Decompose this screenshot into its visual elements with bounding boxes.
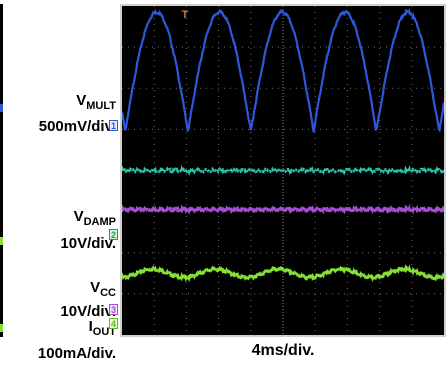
vmult-name: V [76,92,87,109]
vcc-name: V [90,279,101,296]
vdamp-label: VDAMP [74,208,116,231]
trace-ch4 [122,164,444,176]
trace-ch1 [122,7,444,133]
vcc-label: VCC [90,279,116,302]
trigger-marker: T [181,9,189,21]
vdamp-name: V [73,208,84,225]
left-edge-ch2-mark [0,237,3,245]
iout-name: I [88,318,93,335]
vcc-scale: 10V/div. [60,303,116,320]
iout-label: IOUT [89,318,116,341]
vcc-sub: CC [100,287,116,299]
ch3-marker: 3 [109,304,118,315]
oscilloscope-screen [120,4,446,337]
trace-ch3 [122,264,444,283]
iout-sub: OUT [92,326,116,338]
left-edge-strip [0,4,3,337]
trace-ch2 [122,203,444,215]
traces [122,7,444,283]
left-edge-ch1-mark [0,104,3,112]
vmult-label: VMULT [76,92,116,115]
ch4-marker: 4 [109,318,118,329]
vdamp-scale: 10V/div. [60,235,116,252]
vdamp-sub: DAMP [83,216,116,228]
ch1-marker: 1 [109,120,118,131]
graticule [122,6,444,335]
left-edge-ch4-mark [0,324,3,332]
ch2-marker: 2 [109,229,118,240]
vmult-sub: MULT [86,100,116,112]
vmult-scale: 500mV/div. [38,118,116,135]
timebase-label: 4ms/div. [251,342,315,359]
waveform-plot [122,6,444,335]
iout-scale: 100mA/div. [37,345,116,362]
